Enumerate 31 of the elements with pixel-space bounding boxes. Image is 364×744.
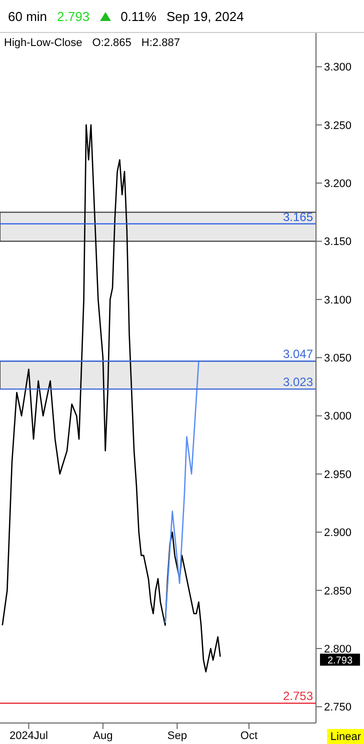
y-tick-label: 2.900 [324,527,352,540]
text: Linear [327,729,364,744]
y-tick-label: 2.800 [324,643,352,656]
text: 2.793 [327,656,353,667]
annotation: O:2.865 [92,37,132,49]
ref-line-label: 2.753 [282,689,314,704]
ref-line-label: 3.165 [282,210,314,224]
x-tick-label: Sep [167,730,187,742]
line-series [164,360,200,624]
ref-line-label: 3.047 [282,347,314,362]
ref-line-label: 3.023 [282,375,314,390]
text: Sep 19, 2024 [166,8,244,24]
annotation: High-Low-Close [4,37,82,49]
text: 0.11% [120,8,156,24]
y-tick-label: 3.000 [324,410,352,423]
y-tick-label: 3.250 [324,120,352,132]
annotation: H:2.887 [141,37,180,49]
x-tick-label: Oct [240,730,258,742]
y-tick-label: 3.300 [324,62,352,74]
x-tick-label: 2024Jul [9,730,48,742]
y-tick-label: 3.200 [324,178,352,190]
y-tick-label: 3.150 [324,236,352,248]
y-tick-label: 3.050 [324,352,352,365]
text: 2.793 [57,8,90,24]
x-tick-label: Aug [93,730,113,742]
y-tick-label: 2.850 [324,585,352,598]
y-tick-label: 3.100 [324,294,352,306]
line-series [2,124,221,672]
y-tick-label: 2.950 [324,468,352,481]
y-tick-label: 2.750 [324,702,352,714]
chart-title: 60 min [8,8,48,24]
